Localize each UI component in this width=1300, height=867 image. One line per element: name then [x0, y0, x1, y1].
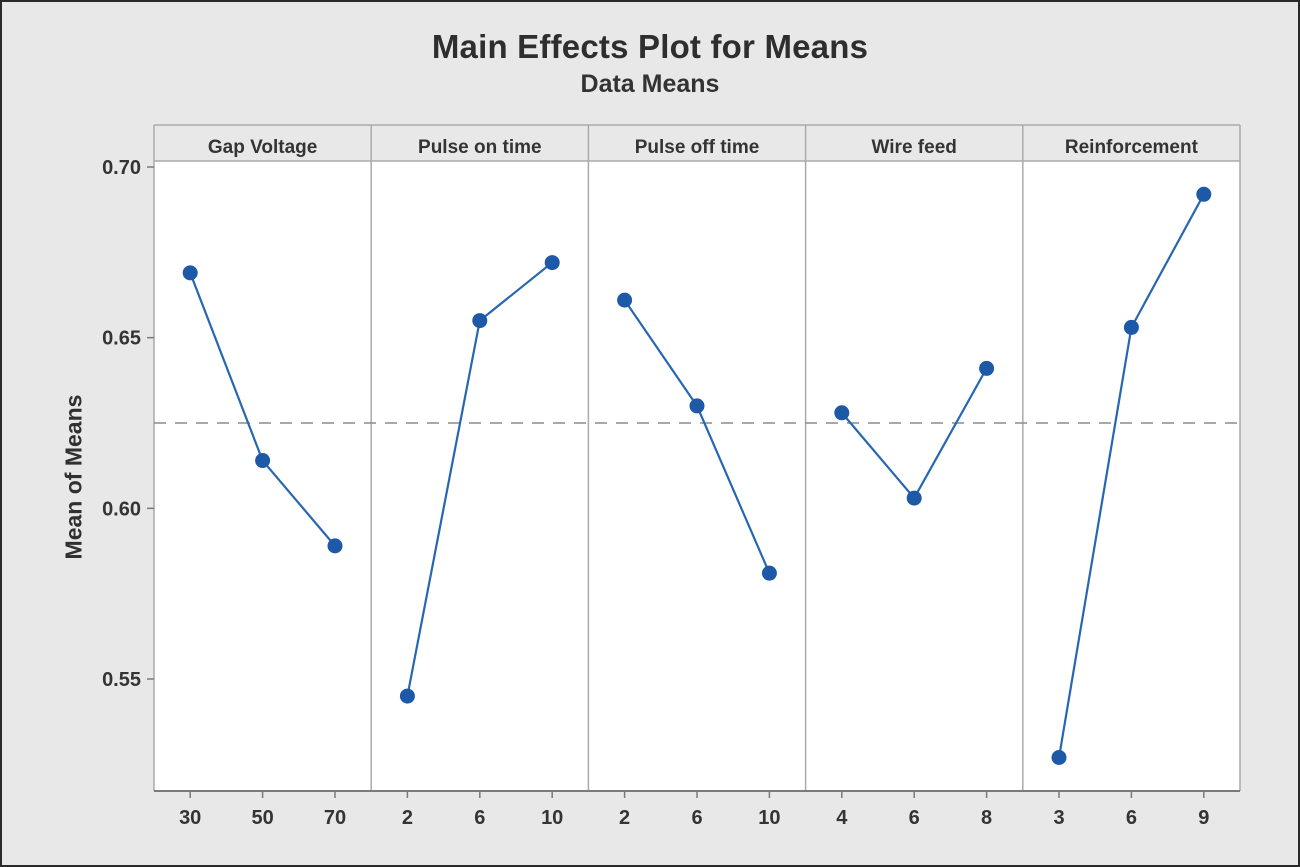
x-tick-label: 3 [1053, 807, 1064, 829]
data-point [1123, 319, 1139, 335]
x-tick-label: 6 [1126, 807, 1137, 829]
chart-subtitle: Data Means [580, 70, 720, 98]
data-point [182, 265, 198, 281]
panel-header-strip [154, 125, 1240, 161]
x-tick-label: 10 [758, 807, 780, 829]
x-tick-label: 4 [836, 807, 848, 829]
data-point [834, 405, 850, 421]
x-tick-label: 6 [474, 807, 485, 829]
panel-header-gap-voltage: Gap Voltage [208, 137, 317, 158]
panel-header-pulse-on-time: Pulse on time [418, 137, 542, 158]
data-point [1051, 750, 1067, 766]
data-point [544, 255, 560, 271]
x-tick-label: 30 [179, 807, 201, 829]
data-point [761, 565, 777, 581]
panel-header-reinforcement: Reinforcement [1065, 137, 1199, 158]
data-point [617, 292, 633, 308]
data-point [472, 313, 488, 329]
data-point [327, 538, 343, 554]
x-tick-label: 9 [1198, 807, 1209, 829]
plot-background [154, 161, 1240, 791]
data-point [399, 688, 415, 704]
data-point [1196, 186, 1212, 202]
panel-header-pulse-off-time: Pulse off time [635, 137, 760, 158]
x-tick-label: 2 [402, 807, 413, 829]
x-tick-label: 2 [619, 807, 630, 829]
y-tick-label: 0.55 [102, 669, 141, 691]
x-tick-label: 8 [981, 807, 992, 829]
x-tick-label: 6 [691, 807, 702, 829]
data-point [255, 453, 271, 469]
y-tick-label: 0.60 [102, 498, 141, 520]
chart-title: Main Effects Plot for Means [431, 28, 869, 65]
x-tick-label: 6 [909, 807, 920, 829]
panel-header-wire-feed: Wire feed [872, 137, 957, 158]
x-tick-label: 70 [324, 807, 346, 829]
data-point [689, 398, 705, 414]
y-tick-label: 0.65 [102, 328, 141, 350]
x-tick-label: 50 [251, 807, 273, 829]
x-tick-label: 10 [541, 807, 563, 829]
data-point [906, 490, 922, 506]
y-tick-label: 0.70 [102, 157, 141, 179]
data-point [979, 360, 995, 376]
